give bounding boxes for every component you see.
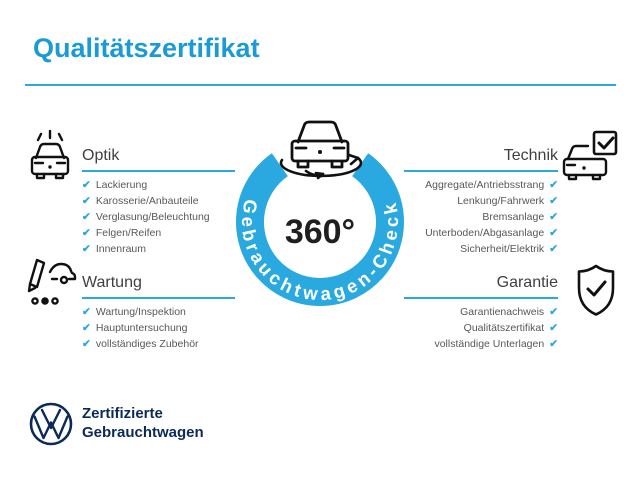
technik-checklist: ✔ Aggregate/Antriebsstrang ✔ Lenkung/Fahrw…	[404, 177, 558, 257]
check-icon: ✔	[549, 338, 558, 350]
check-item: ✔ Sicherheit/Elektrik	[404, 241, 558, 257]
check-item: ✔ Innenraum	[82, 241, 235, 257]
check-item: ✔ Lackierung	[82, 177, 235, 193]
check-item: ✔ Aggregate/Antriebsstrang	[404, 177, 558, 193]
check-item: ✔ Bremsanlage	[404, 209, 558, 225]
check-icon: ✔	[82, 179, 91, 191]
wartung-checklist: ✔ Wartung/Inspektion ✔ Hauptuntersuchung ✔…	[82, 304, 235, 352]
360-check-badge: Gebrauchtwagen-Check 360°	[230, 108, 410, 333]
check-icon: ✔	[549, 243, 558, 255]
brand-line-1: Zertifizierte	[82, 405, 163, 422]
check-item-label: Qualitätszertifikat	[463, 322, 545, 334]
section-title-garantie: Garantie	[404, 273, 558, 299]
check-item: ✔ Hauptuntersuchung	[82, 320, 235, 336]
ring-shape	[236, 153, 404, 306]
garantie-checklist: ✔ Garantienachweis ✔ Qualitätszertifikat ✔…	[404, 304, 558, 352]
check-icon: ✔	[82, 322, 91, 334]
check-icon: ✔	[82, 227, 91, 239]
check-item-label: Aggregate/Antriebsstrang	[425, 179, 545, 191]
check-icon: ✔	[82, 195, 91, 207]
check-item: ✔ Verglasung/Beleuchtung	[82, 209, 235, 225]
check-icon: ✔	[82, 338, 91, 350]
check-item-label: Karosserie/Anbauteile	[95, 195, 199, 207]
section-title-wartung: Wartung	[82, 273, 235, 299]
check-item: ✔ vollständige Unterlagen	[404, 336, 558, 352]
check-item-label: Lackierung	[95, 179, 148, 191]
car-rotation-icon	[279, 120, 363, 180]
check-icon: ✔	[549, 322, 558, 334]
optik-checklist: ✔ Lackierung ✔ Karosserie/Anbauteile ✔ Verg…	[82, 177, 235, 257]
section-wartung: Wartung ✔ Wartung/Inspektion ✔ Hauptunters…	[82, 273, 235, 352]
check-item: ✔ Qualitätszertifikat	[404, 320, 558, 336]
check-item: ✔ Garantienachweis	[404, 304, 558, 320]
check-item-label: vollständiges Zubehör	[95, 338, 199, 350]
pencil-car-icon	[22, 256, 78, 312]
check-item-label: vollständige Unterlagen	[434, 338, 545, 350]
check-item: ✔ Wartung/Inspektion	[82, 304, 235, 320]
check-icon: ✔	[549, 211, 558, 223]
car-checkbox-icon	[562, 126, 620, 184]
degree-label: 360°	[285, 213, 355, 251]
check-item: ✔ Felgen/Reifen	[82, 225, 235, 241]
check-item-label: Hauptuntersuchung	[95, 322, 188, 334]
check-item: ✔ Lenkung/Fahrwerk	[404, 193, 558, 209]
check-item-label: Sicherheit/Elektrik	[460, 243, 545, 255]
brand-line-2: Gebrauchtwagen	[82, 424, 204, 441]
check-icon: ✔	[549, 306, 558, 318]
car-sparkle-icon	[22, 127, 78, 183]
shield-check-icon	[572, 262, 620, 318]
check-icon: ✔	[82, 211, 91, 223]
check-item: ✔ Unterboden/Abgasanlage	[404, 225, 558, 241]
check-icon: ✔	[549, 179, 558, 191]
check-icon: ✔	[549, 227, 558, 239]
check-icon: ✔	[82, 243, 91, 255]
check-icon: ✔	[549, 195, 558, 207]
check-item: ✔ vollständiges Zubehör	[82, 336, 235, 352]
vw-logo	[28, 401, 74, 452]
check-item-label: Innenraum	[95, 243, 147, 255]
check-item: ✔ Karosserie/Anbauteile	[82, 193, 235, 209]
section-title-optik: Optik	[82, 146, 235, 172]
section-optik: Optik ✔ Lackierung ✔ Karosserie/Anbauteile…	[82, 146, 235, 257]
page-title: Qualitätszertifikat	[33, 33, 260, 63]
section-garantie: Garantie ✔ Garantienachweis ✔ Qualitätszer…	[404, 273, 558, 352]
check-item-label: Garantienachweis	[460, 306, 545, 318]
header-divider	[25, 84, 616, 86]
section-technik: Technik ✔ Aggregate/Antriebsstrang ✔ Lenku…	[404, 146, 558, 257]
check-icon: ✔	[82, 306, 91, 318]
check-item-label: Unterboden/Abgasanlage	[425, 227, 545, 239]
brand-wordmark: Zertifizierte Gebrauchtwagen	[82, 404, 204, 442]
section-title-technik: Technik	[404, 146, 558, 172]
check-item-label: Felgen/Reifen	[95, 227, 162, 239]
check-item-label: Verglasung/Beleuchtung	[95, 211, 210, 223]
check-item-label: Wartung/Inspektion	[95, 306, 186, 318]
check-item-label: Bremsanlage	[482, 211, 545, 223]
check-item-label: Lenkung/Fahrwerk	[457, 195, 545, 207]
